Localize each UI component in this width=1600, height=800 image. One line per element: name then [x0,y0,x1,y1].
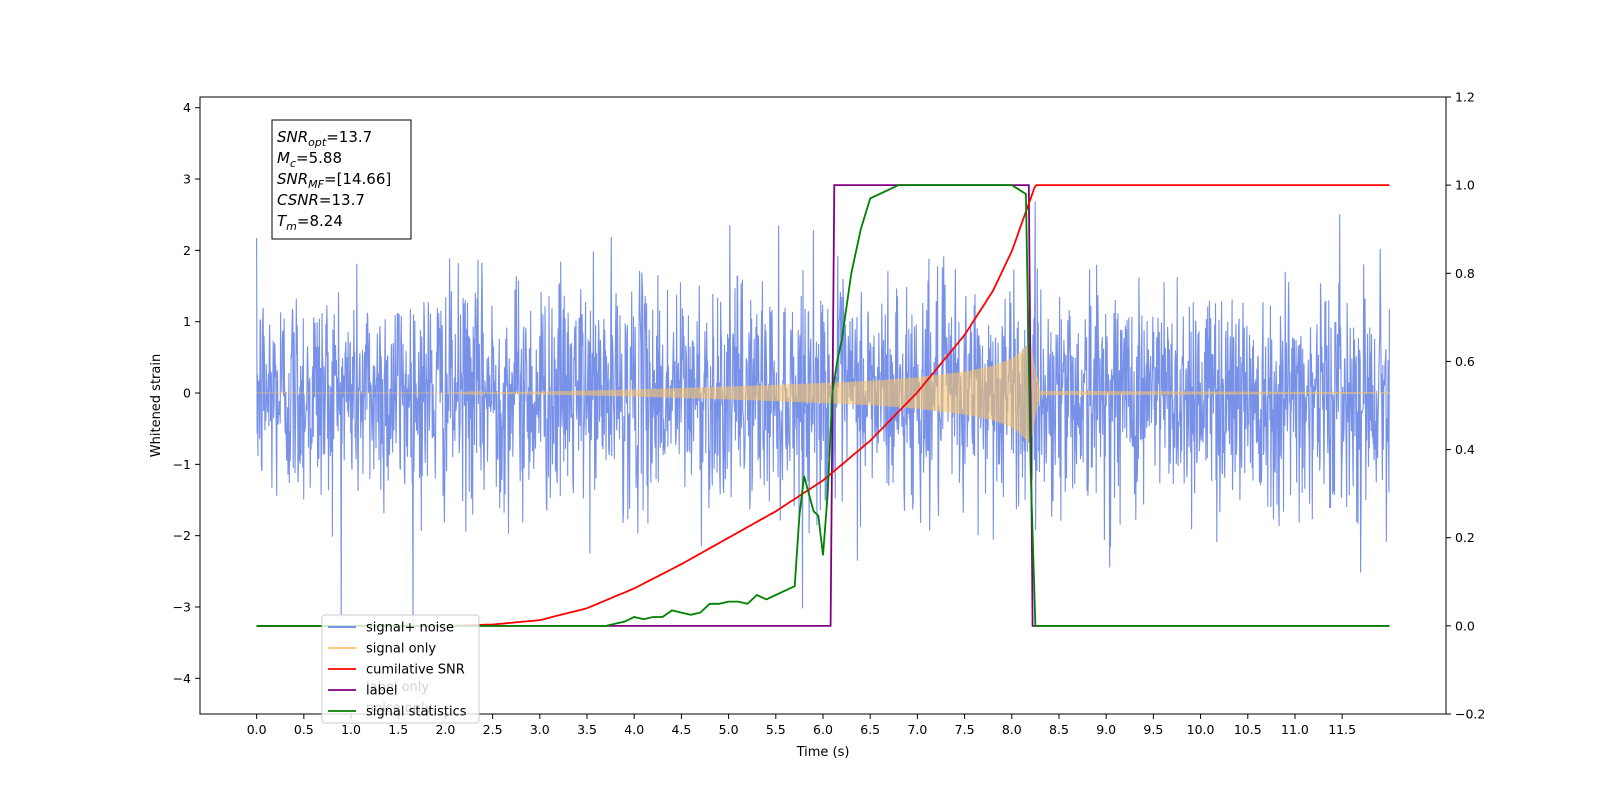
x-tick-label: 7.5 [955,722,975,737]
x-tick-label: 10.5 [1234,722,1262,737]
y2-tick-label: 1.0 [1455,178,1475,193]
signal-statistics-line [256,184,1390,627]
annotation-box: SNRopt=13.7Mc=5.88SNRMF=[14.66]CSNR=13.7… [271,119,412,240]
x-tick-label: 2.0 [435,722,455,737]
y2-tick-label: 1.2 [1455,90,1475,105]
x-tick-label: 9.0 [1096,722,1116,737]
x-tick-label: 11.0 [1281,722,1309,737]
x-tick-label: 0.5 [294,722,314,737]
x-tick-label: 1.0 [341,722,361,737]
legend-label: label [366,684,397,699]
legend-label: signal statistics [366,705,467,720]
noise-trace [256,201,1390,628]
x-tick-label: 8.0 [1002,722,1022,737]
y-tick-label: 4 [183,100,191,115]
x-tick-label: 5.5 [766,722,786,737]
y2-tick-label: 0.6 [1455,354,1475,369]
y-tick-label: 1 [183,314,191,329]
legend: label onlynoise onlysignal+ noisesignal … [321,614,480,724]
annotation-line: Tm=8.24 [277,212,343,233]
y-tick-label: 3 [183,172,191,187]
y-axis-label: Whitened strain [149,354,164,457]
x-tick-label: 6.5 [860,722,880,737]
legend-label: cumilative SNR [366,663,465,678]
x-tick-label: 10.0 [1187,722,1215,737]
y-axis-left: −4 −3 −2 −1 0 1 2 3 4 [173,100,200,686]
y2-tick-label: 0.8 [1455,266,1475,281]
y-tick-label: −3 [173,600,191,615]
x-tick-label: 9.5 [1143,722,1163,737]
x-tick-label: 7.0 [907,722,927,737]
y-tick-label: −4 [173,671,191,686]
y-axis-right: −0.2 0.0 0.2 0.4 0.6 0.8 1.0 1.2 [1446,90,1485,722]
x-tick-label: 8.5 [1049,722,1069,737]
legend-label: signal only [366,642,436,657]
y2-tick-label: 0.0 [1455,618,1475,633]
x-tick-label: 4.0 [624,722,644,737]
y-tick-label: −2 [173,528,191,543]
x-tick-label: 6.0 [813,722,833,737]
y2-tick-label: 0.4 [1455,442,1475,457]
x-tick-label: 4.5 [671,722,691,737]
x-axis-label: Time (s) [796,745,850,760]
x-tick-label: 11.5 [1328,722,1356,737]
x-tick-label: 1.5 [388,722,408,737]
signal-trace [256,342,1390,445]
legend-label: signal+ noise [366,621,454,636]
y-tick-label: 0 [183,386,191,401]
x-tick-label: 0.0 [247,722,267,737]
y2-tick-label: 0.2 [1455,530,1475,545]
annotation-line: SNRopt=13.7 [277,128,372,149]
annotation-line: CSNR=13.7 [277,191,365,209]
x-tick-label: 3.5 [577,722,597,737]
y2-tick-label: −0.2 [1455,707,1485,722]
plot-area [256,184,1390,628]
annotation-box-frame [271,119,412,240]
legend-frame [321,614,480,724]
y-tick-label: −1 [173,457,191,472]
x-axis: 0.0 0.5 1.0 1.5 2.0 2.5 3.0 3.5 4.0 4.5 5.0 5.5 6.0 6… [247,714,1356,737]
x-tick-label: 3.0 [530,722,550,737]
x-tick-label: 2.5 [483,722,503,737]
annotation-line: SNRMF=[14.66] [277,170,391,191]
annotation-line: Mc=5.88 [277,149,342,170]
y-tick-label: 2 [183,243,191,258]
x-tick-label: 5.0 [719,722,739,737]
